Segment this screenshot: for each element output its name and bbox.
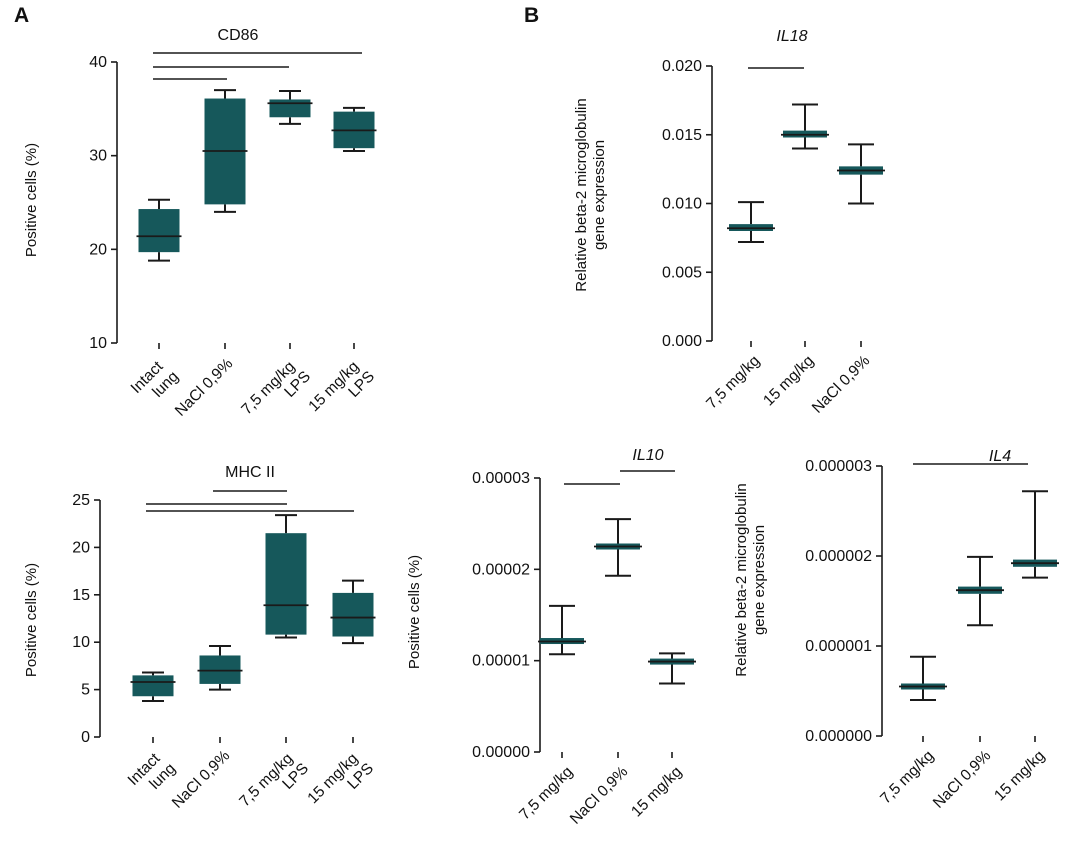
chart-il10: IL10 0.00000 0.00001 0.00002 0.00003 Positive… bbox=[406, 447, 696, 828]
chart-title: IL4 bbox=[989, 448, 1011, 465]
y-tick-label: 10 bbox=[72, 634, 90, 651]
x-tick-label: 15 mg/kgLPS bbox=[305, 355, 378, 428]
chart-title: IL18 bbox=[776, 28, 807, 45]
y-tick-label: 0.00002 bbox=[472, 561, 530, 578]
y-tick-label: 0.005 bbox=[662, 264, 702, 281]
x-tick-label-line: NaCl 0,9% bbox=[169, 747, 234, 812]
x-tick-label: NaCl 0,9% bbox=[567, 763, 632, 828]
chart-title: CD86 bbox=[218, 27, 259, 44]
y-tick-label: 5 bbox=[81, 682, 90, 699]
y-tick-label: 0.020 bbox=[662, 58, 702, 75]
x-tick-label: NaCl 0,9% bbox=[930, 747, 995, 812]
y-tick-label: 0.00000 bbox=[472, 744, 530, 761]
box-iqr bbox=[265, 533, 307, 635]
x-tick-label: 15 mg/kg bbox=[991, 747, 1048, 804]
y-axis-label-line: gene expression bbox=[751, 525, 768, 635]
box-iqr bbox=[332, 592, 374, 637]
x-tick-label: 7,5 mg/kg bbox=[703, 352, 763, 412]
x-tick-label-line: 7,5 mg/kg bbox=[877, 747, 937, 807]
box-iqr bbox=[199, 655, 241, 684]
y-axis-label-line: Relative beta-2 microglobulin bbox=[733, 483, 750, 676]
x-tick-label: NaCl 0,9% bbox=[809, 352, 874, 417]
x-tick-label-line: 15 mg/kg bbox=[628, 763, 685, 820]
y-axis-label: Relative beta-2 microglobulingene expres… bbox=[733, 483, 768, 676]
box-iqr bbox=[132, 675, 174, 697]
x-tick-label: 15 mg/kg bbox=[628, 763, 685, 820]
y-tick-label: 0 bbox=[81, 729, 90, 746]
y-tick-label: 0.000000 bbox=[805, 728, 872, 745]
x-tick-label-line: 7,5 mg/kg bbox=[703, 352, 763, 412]
y-tick-label: 0.000 bbox=[662, 333, 702, 350]
x-tick-label: 7,5 mg/kgLPS bbox=[236, 747, 312, 823]
chart-il4: IL4 0.000000 0.000001 0.000002 0.000003 Relat… bbox=[733, 448, 1059, 812]
x-tick-label-line: 15 mg/kg bbox=[760, 352, 817, 409]
y-axis-label-line: Relative beta-2 microglobulin bbox=[573, 98, 590, 291]
y-tick-label: 20 bbox=[72, 539, 90, 556]
y-axis-label: Positive cells (%) bbox=[23, 563, 40, 677]
x-tick-label-line: NaCl 0,9% bbox=[930, 747, 995, 812]
chart-title: MHC II bbox=[225, 464, 275, 481]
x-tick-label-line: NaCl 0,9% bbox=[809, 352, 874, 417]
panel-label-b: B bbox=[524, 4, 540, 27]
y-axis-label: Positive cells (%) bbox=[406, 555, 423, 669]
box-iqr bbox=[269, 99, 311, 118]
x-tick-label: NaCl 0,9% bbox=[172, 355, 237, 420]
x-tick-label: Intactlung bbox=[125, 747, 179, 801]
x-tick-label: 7,5 mg/kg bbox=[877, 747, 937, 807]
box-iqr bbox=[138, 209, 180, 253]
y-axis-label: Positive cells (%) bbox=[23, 143, 40, 257]
y-tick-label: 25 bbox=[72, 492, 90, 509]
x-tick-label: Intactlung bbox=[128, 355, 182, 409]
y-tick-label: 30 bbox=[89, 148, 107, 165]
x-tick-label: 15 mg/kgLPS bbox=[304, 747, 377, 820]
y-tick-label: 15 bbox=[72, 587, 90, 604]
y-tick-label: 0.015 bbox=[662, 127, 702, 144]
y-tick-label: 40 bbox=[89, 54, 107, 71]
y-tick-label: 10 bbox=[89, 335, 107, 352]
y-tick-label: 0.010 bbox=[662, 196, 702, 213]
y-axis-label: Relative beta-2 microglobulingene expres… bbox=[573, 98, 608, 291]
chart-mhc2: MHC II 0 5 10 15 20 25 Positive cells (%) Intact… bbox=[23, 464, 377, 823]
chart-il18: IL18 0.000 0.005 0.010 0.015 0.020 Relative be… bbox=[573, 28, 885, 417]
chart-title: IL10 bbox=[632, 447, 663, 464]
panel-label-a: A bbox=[14, 4, 30, 27]
y-tick-label: 0.00003 bbox=[472, 470, 530, 487]
y-tick-label: 20 bbox=[89, 241, 107, 258]
y-tick-label: 0.000003 bbox=[805, 458, 872, 475]
x-tick-label: 7,5 mg/kgLPS bbox=[238, 355, 314, 431]
x-tick-label-line: NaCl 0,9% bbox=[172, 355, 237, 420]
x-tick-label-line: NaCl 0,9% bbox=[567, 763, 632, 828]
y-tick-label: 0.000002 bbox=[805, 548, 872, 565]
x-tick-label: 15 mg/kg bbox=[760, 352, 817, 409]
y-axis-label-line: gene expression bbox=[591, 140, 608, 250]
chart-cd86: CD86 10 20 30 40 Positive cells (%) Intactlung… bbox=[23, 27, 378, 431]
y-tick-label: 0.00001 bbox=[472, 653, 530, 670]
x-tick-label-line: 15 mg/kg bbox=[991, 747, 1048, 804]
x-tick-label: NaCl 0,9% bbox=[169, 747, 234, 812]
y-tick-label: 0.000001 bbox=[805, 638, 872, 655]
